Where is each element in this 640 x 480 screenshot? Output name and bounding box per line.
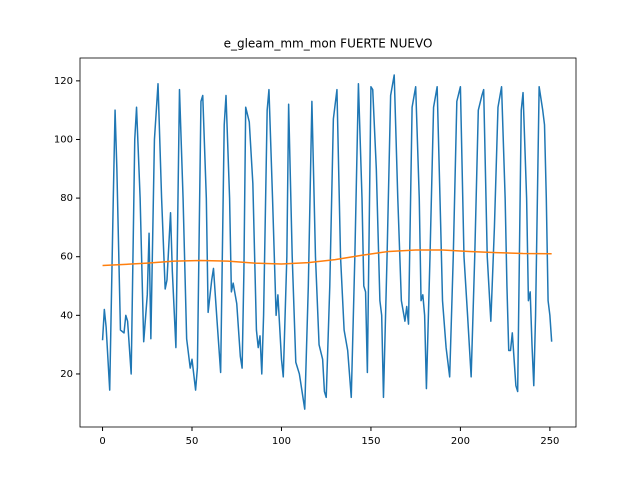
y-tick-label: 40	[60, 310, 73, 321]
y-tick-label: 20	[60, 369, 73, 380]
x-tick-label: 250	[540, 436, 559, 447]
x-tick-label: 0	[99, 436, 105, 447]
x-tick-label: 50	[186, 436, 199, 447]
y-tick-label: 120	[54, 76, 73, 87]
x-tick-label: 150	[361, 436, 380, 447]
y-tick-label: 100	[54, 134, 73, 145]
data-line	[101, 74, 553, 410]
chart-title: e_gleam_mm_mon FUERTE NUEVO	[224, 37, 433, 51]
data-line	[102, 249, 552, 267]
y-tick-label: 80	[60, 193, 73, 204]
y-tick-label: 60	[60, 252, 73, 263]
x-tick-label: 200	[451, 436, 470, 447]
x-tick-label: 100	[272, 436, 291, 447]
plot-frame	[79, 57, 577, 428]
